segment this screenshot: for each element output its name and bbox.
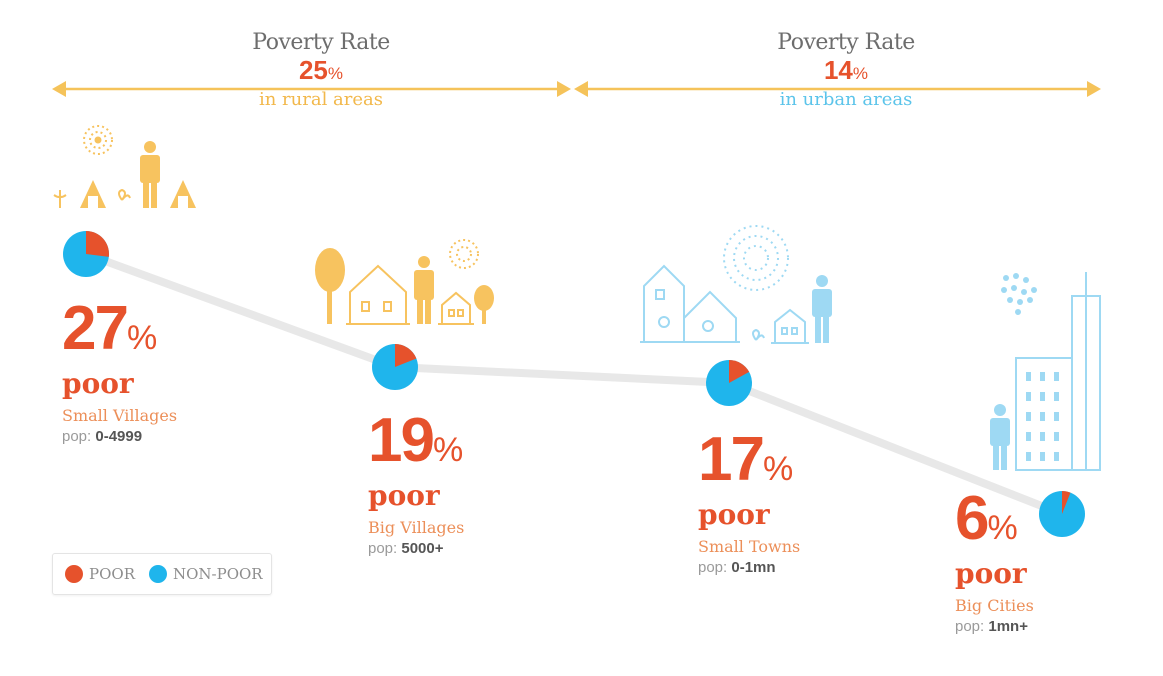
pie-marker-big-villages <box>372 344 418 390</box>
urban-range-arrow <box>574 81 1101 97</box>
rural-header-number: 25 <box>298 55 328 85</box>
legend-label-non-poor: NON-POOR <box>172 565 263 583</box>
pop-value: 0-4999 <box>95 428 143 445</box>
pop-prefix: pop: <box>368 540 398 557</box>
pop-value: 5000+ <box>401 540 444 557</box>
legend-item-poor: POOR <box>65 565 135 583</box>
value-suffix: % <box>432 431 464 469</box>
stat-big-villages: 19% poor Big Villages pop: 5000+ <box>368 410 464 559</box>
urban-header-label: Poverty Rate <box>777 30 915 55</box>
town-houses-icon <box>640 225 832 344</box>
data-label: 6% <box>955 488 1034 559</box>
stat-big-cities: 6% poor Big Cities pop: 1mn+ <box>955 488 1034 637</box>
poor-word: poor <box>955 557 1027 590</box>
pie-slice-poor <box>86 231 109 257</box>
rural-header-unit: % <box>327 64 344 83</box>
trend-line-layer <box>82 250 1066 518</box>
legend-label-poor: POOR <box>89 565 135 583</box>
pop-value: 1mn+ <box>988 618 1028 635</box>
urban-header-value: 14% <box>716 55 976 89</box>
urban-header: Poverty Rate 14% in urban areas <box>716 30 976 111</box>
rural-header-label: Poverty Rate <box>252 30 390 55</box>
pop-prefix: pop: <box>62 428 92 445</box>
category-label: Small Villages <box>62 406 178 425</box>
rural-range-arrow <box>52 81 571 97</box>
pie-slice-poor <box>395 344 417 367</box>
population-label: pop: 0-1mn <box>698 558 800 578</box>
category-label: Big Cities <box>955 596 1034 615</box>
legend: POOR NON-POOR <box>52 553 272 595</box>
data-label: 27% <box>62 298 177 369</box>
pie-layer <box>63 231 1085 537</box>
urban-header-number: 14 <box>823 55 853 85</box>
value-suffix: % <box>762 450 794 488</box>
population-label: pop: 5000+ <box>368 539 464 559</box>
value-suffix: % <box>987 509 1018 547</box>
pie-marker-small-towns <box>706 360 752 406</box>
stat-small-towns: 17% poor Small Towns pop: 0-1mn <box>698 429 800 578</box>
population-label: pop: 1mn+ <box>955 617 1034 637</box>
poor-word: poor <box>698 498 770 531</box>
pop-prefix: pop: <box>698 559 728 576</box>
rural-header: Poverty Rate 25% in rural areas <box>191 30 451 111</box>
legend-swatch-poor <box>65 565 83 583</box>
category-label: Small Towns <box>698 537 801 556</box>
poor-word: poor <box>368 479 440 512</box>
data-label: 19% <box>368 410 464 481</box>
data-label: 17% <box>698 429 800 500</box>
urban-header-sub: in urban areas <box>779 89 913 110</box>
population-label: pop: 0-4999 <box>62 427 177 447</box>
village-huts-icon <box>53 125 196 208</box>
pie-marker-small-villages <box>63 231 109 277</box>
value-number: 27 <box>62 294 129 363</box>
urban-header-unit: % <box>852 64 869 83</box>
pop-value: 0-1mn <box>731 559 776 576</box>
value-number: 6 <box>955 484 990 553</box>
value-number: 17 <box>698 425 765 494</box>
category-label: Big Villages <box>368 518 465 537</box>
city-buildings-icon <box>990 272 1101 471</box>
pie-slice-poor <box>1062 491 1071 514</box>
value-suffix: % <box>126 319 158 357</box>
pie-marker-big-cities <box>1039 491 1085 537</box>
village-houses-icon <box>315 239 494 325</box>
trend-line <box>82 250 1066 518</box>
pop-prefix: pop: <box>955 618 985 635</box>
legend-swatch-non-poor <box>148 565 167 583</box>
pie-slice-poor <box>729 360 750 383</box>
stat-small-villages: 27% poor Small Villages pop: 0-4999 <box>62 298 177 447</box>
rural-header-sub: in rural areas <box>258 89 384 110</box>
value-number: 19 <box>368 406 435 475</box>
rural-header-value: 25% <box>191 55 451 89</box>
legend-item-non-poor: NON-POOR <box>148 565 263 583</box>
poor-word: poor <box>62 367 134 400</box>
